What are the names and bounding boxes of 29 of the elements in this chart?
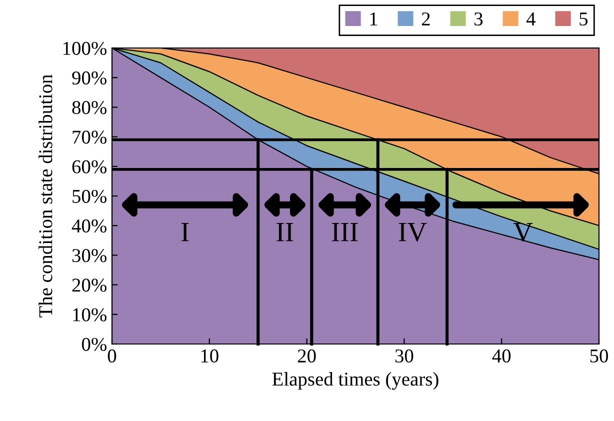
y-tick-label: 100% [63, 42, 106, 55]
y-tick-label: 20% [72, 278, 106, 292]
x-tick-label: 20 [298, 349, 316, 363]
y-tick-label: 70% [72, 130, 106, 144]
annotation: IV [398, 222, 427, 242]
annotation: III [332, 222, 358, 242]
x-axis-title: Elapsed times (years) [272, 372, 438, 390]
y-axis-title: The condition state distribution [38, 74, 52, 318]
legend-label: 5 [580, 12, 588, 26]
y-tick-label: 60% [72, 160, 106, 174]
annotation: V [513, 222, 533, 242]
y-tick-label: 40% [72, 219, 106, 233]
annotation: I [181, 222, 189, 242]
y-tick-label: 50% [72, 190, 106, 203]
y-tick-label: 10% [73, 308, 106, 322]
legend-label: 4 [526, 12, 536, 26]
legend-label: 2 [422, 12, 430, 26]
legend-label: 1 [370, 12, 378, 26]
y-tick-label: 90% [72, 71, 106, 85]
legend-label: 3 [474, 12, 483, 26]
x-tick-label: 30 [395, 349, 414, 363]
x-tick-label: 10 [201, 349, 218, 363]
annotation: II [276, 222, 294, 242]
x-tick-label: 50 [590, 349, 608, 363]
y-tick-label: 0% [82, 338, 106, 351]
y-tick-label: 30% [72, 249, 106, 262]
x-tick-label: 40 [492, 349, 511, 363]
x-tick-label: 0 [108, 349, 116, 363]
y-tick-label: 80% [72, 101, 106, 114]
